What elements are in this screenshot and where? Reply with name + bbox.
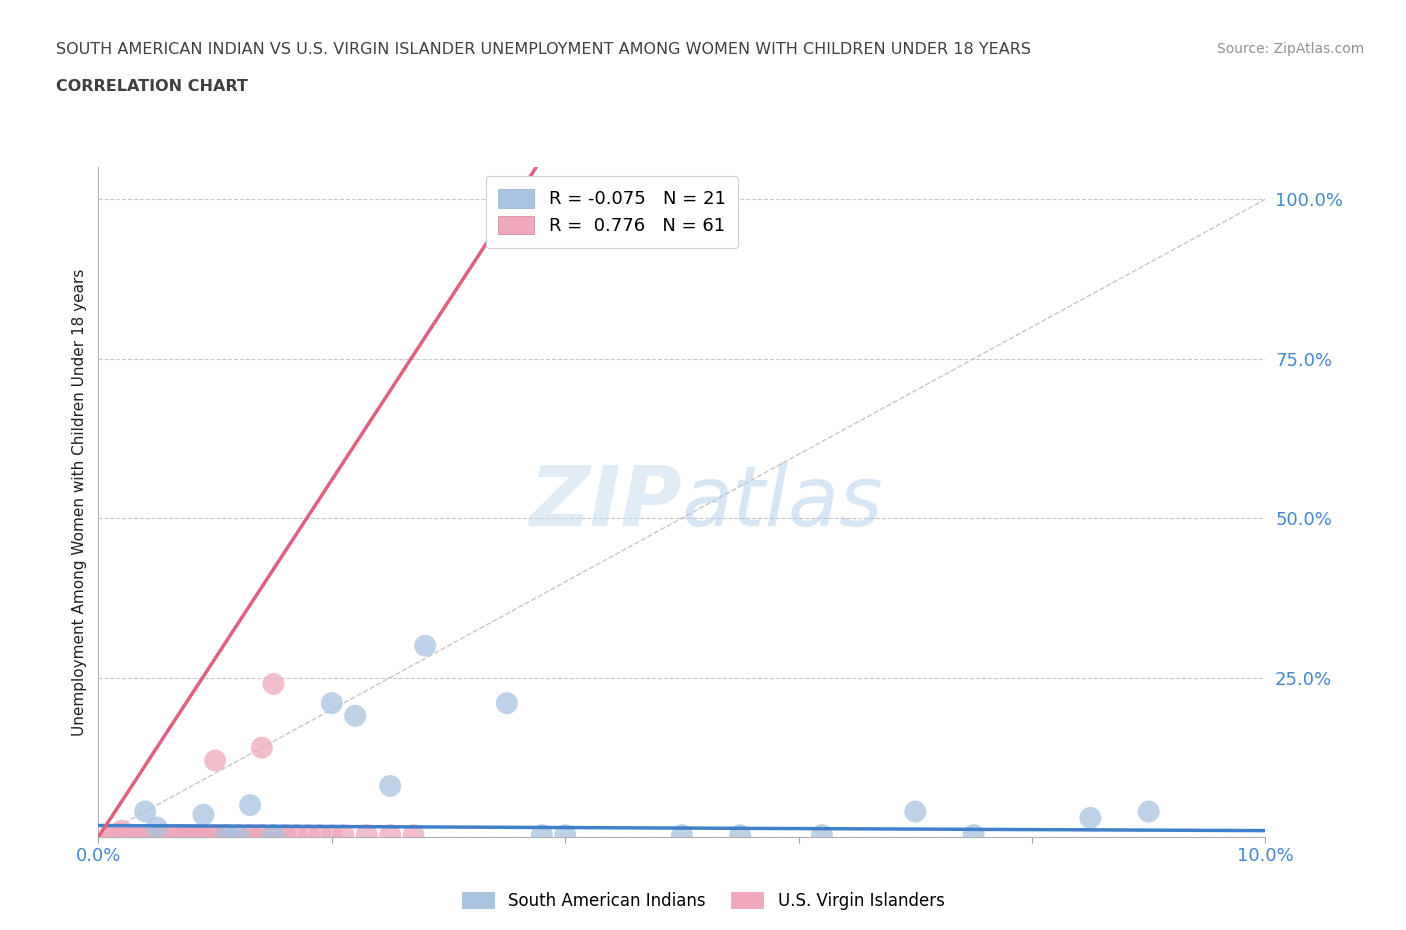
Point [134, 828, 156, 843]
Point [193, 828, 215, 843]
Point [250, 740, 273, 755]
Point [122, 828, 145, 843]
Point [671, 828, 693, 843]
Text: atlas: atlas [682, 461, 883, 543]
Point [146, 828, 169, 843]
Point [413, 638, 436, 653]
Point [262, 828, 284, 843]
Point [169, 828, 191, 843]
Point [122, 828, 145, 843]
Point [204, 828, 226, 843]
Point [262, 676, 284, 691]
Point [111, 828, 134, 843]
Point [402, 828, 425, 843]
Point [157, 828, 180, 843]
Point [169, 828, 191, 843]
Point [309, 828, 332, 843]
Point [146, 828, 169, 843]
Point [193, 828, 215, 843]
Point [321, 696, 343, 711]
Point [228, 828, 250, 843]
Point [378, 828, 402, 843]
Point [193, 828, 215, 843]
Point [262, 828, 284, 843]
Point [274, 828, 297, 843]
Point [98, 828, 121, 843]
Point [728, 828, 751, 843]
Point [169, 828, 191, 843]
Point [250, 828, 273, 843]
Point [180, 828, 202, 843]
Point [228, 828, 250, 843]
Point [356, 828, 378, 843]
Point [157, 828, 180, 843]
Point [98, 828, 121, 843]
Point [962, 828, 984, 843]
Point [250, 828, 273, 843]
Point [134, 828, 156, 843]
Point [530, 828, 553, 843]
Point [193, 828, 215, 843]
Text: Source: ZipAtlas.com: Source: ZipAtlas.com [1216, 42, 1364, 56]
Point [344, 709, 367, 724]
Point [378, 778, 402, 793]
Point [146, 828, 169, 843]
Point [134, 828, 156, 843]
Point [122, 828, 145, 843]
Point [146, 828, 169, 843]
Point [262, 828, 284, 843]
Point [239, 828, 262, 843]
Point [285, 828, 308, 843]
Point [169, 828, 191, 843]
Point [321, 828, 343, 843]
Text: SOUTH AMERICAN INDIAN VS U.S. VIRGIN ISLANDER UNEMPLOYMENT AMONG WOMEN WITH CHIL: SOUTH AMERICAN INDIAN VS U.S. VIRGIN ISL… [56, 42, 1031, 57]
Point [554, 828, 576, 843]
Text: ZIP: ZIP [529, 461, 682, 543]
Point [495, 696, 517, 711]
Point [122, 828, 145, 843]
Point [111, 828, 134, 843]
Point [193, 807, 215, 822]
Point [204, 828, 226, 843]
Legend: South American Indians, U.S. Virgin Islanders: South American Indians, U.S. Virgin Isla… [456, 885, 950, 917]
Point [134, 804, 156, 819]
Point [204, 753, 226, 768]
Text: CORRELATION CHART: CORRELATION CHART [56, 79, 247, 94]
Point [215, 828, 238, 843]
Point [811, 828, 834, 843]
Point [169, 828, 191, 843]
Point [146, 828, 169, 843]
Point [332, 828, 354, 843]
Point [239, 828, 262, 843]
Point [215, 828, 238, 843]
Point [111, 823, 134, 838]
Point [1137, 804, 1160, 819]
Point [134, 828, 156, 843]
Point [146, 820, 169, 835]
Point [157, 828, 180, 843]
Point [274, 828, 297, 843]
Point [297, 828, 319, 843]
Point [180, 828, 202, 843]
Y-axis label: Unemployment Among Women with Children Under 18 years: Unemployment Among Women with Children U… [72, 269, 87, 736]
Point [180, 828, 202, 843]
Point [180, 828, 202, 843]
Point [904, 804, 927, 819]
Point [157, 828, 180, 843]
Point [1080, 810, 1102, 825]
Legend: R = -0.075   N = 21, R =  0.776   N = 61: R = -0.075 N = 21, R = 0.776 N = 61 [485, 177, 738, 247]
Point [134, 828, 156, 843]
Point [215, 828, 238, 843]
Point [228, 828, 250, 843]
Point [239, 798, 262, 813]
